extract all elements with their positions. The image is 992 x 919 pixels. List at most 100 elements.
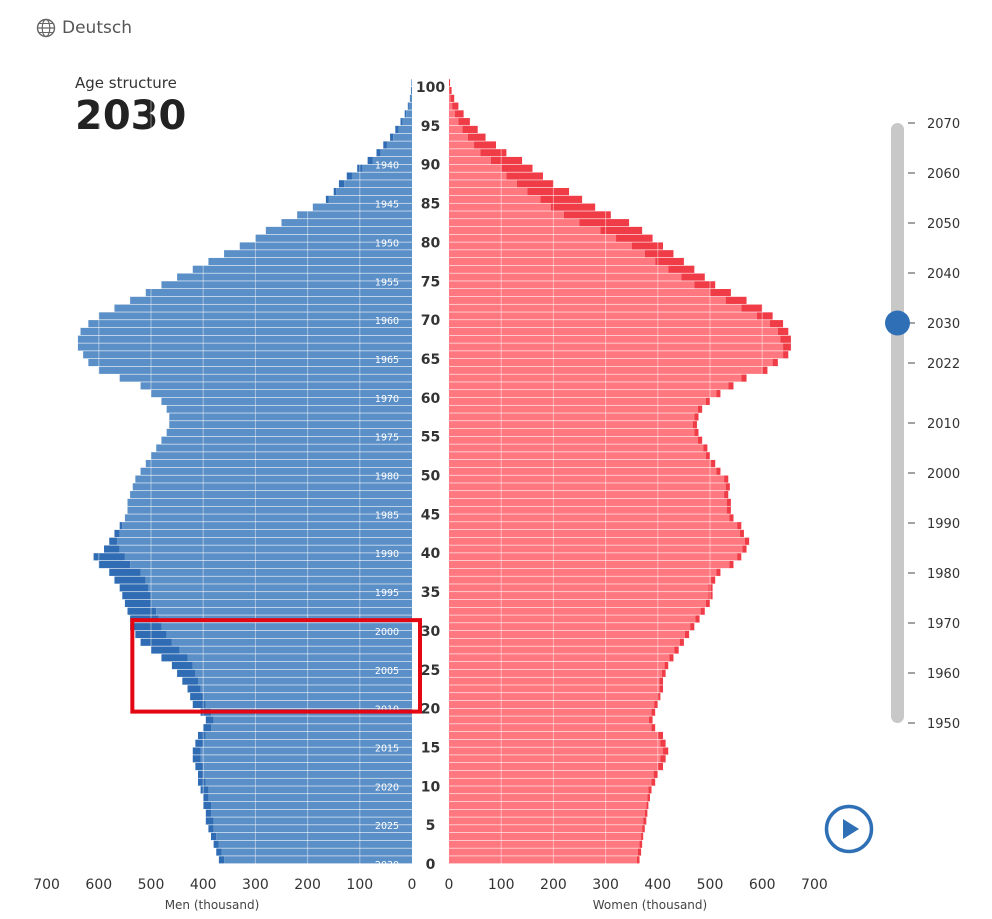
men-surplus-bar [200,786,209,794]
men-bar [411,87,412,95]
slider-tick-label[interactable]: 1990 [927,517,960,532]
slider-tick-label[interactable]: 2010 [927,417,960,432]
play-button[interactable] [824,804,874,854]
women-surplus-bar [506,172,543,180]
women-surplus-bar [780,335,791,343]
men-surplus-bar [208,825,214,833]
women-surplus-bar [716,568,721,576]
women-bar [449,242,632,250]
women-surplus-bar [646,801,649,810]
women-surplus-bar [651,708,656,716]
men-surplus-bar [203,724,212,732]
men-axis-tick: 300 [242,877,269,893]
women-bar [449,475,725,483]
women-bar [449,560,730,569]
women-bar [449,848,638,856]
women-bar [449,327,778,336]
men-bar [135,475,412,483]
slider-tick-label[interactable]: 1960 [927,667,960,682]
men-bar [213,817,412,825]
men-surplus-bar [195,762,204,771]
slider-tick-label[interactable]: 1970 [927,617,960,632]
women-bar [449,281,695,289]
women-bar [449,708,652,716]
men-bar [145,289,412,297]
language-switch[interactable]: Deutsch [36,18,132,38]
women-surplus-bar [660,739,666,747]
men-surplus-bar [357,164,363,172]
women-surplus-bar [474,141,496,149]
men-surplus-bar [216,848,222,856]
men-surplus-bar [333,188,337,196]
women-surplus-bar [637,848,642,856]
women-surplus-bar [660,755,666,763]
year-slider-handle[interactable] [885,310,910,336]
women-bar [449,366,763,374]
women-bar [449,832,642,841]
birth-year-label: 2005 [375,666,399,677]
women-bar [449,537,745,545]
women-surplus-bar [669,654,674,662]
slider-tick-label[interactable]: 2022 [927,357,960,372]
men-bar [221,848,412,856]
age-tick-label: 80 [421,235,441,251]
men-bar [151,390,412,398]
men-surplus-bar [109,537,118,545]
slider-tick-label[interactable]: 2050 [927,217,960,232]
women-bar [449,180,517,188]
men-bar [151,452,412,460]
women-surplus-bar [644,250,674,258]
men-axis-tick: 0 [408,877,417,893]
slider-tick-label[interactable]: 2060 [927,167,960,182]
slider-tick-label[interactable]: 2000 [927,467,960,482]
women-surplus-bar [550,203,596,211]
slider-tick-label[interactable]: 2070 [927,117,960,132]
women-bar [449,351,784,359]
women-axis-tick: 100 [488,877,515,893]
men-surplus-bar [151,646,180,654]
men-bar [205,731,412,740]
highlight-box [130,618,422,714]
women-surplus-bar [527,188,570,196]
men-bar [77,335,413,343]
age-tick-label: 95 [421,119,440,135]
women-bar [449,188,528,196]
birth-year-label: 1950 [375,238,399,249]
slider-tick-label[interactable]: 2040 [927,267,960,282]
men-bar [119,529,413,538]
men-surplus-bar [404,110,407,118]
women-bar [449,467,717,475]
women-axis-tick: 400 [644,877,671,893]
men-bar [208,786,412,794]
women-bar [449,646,675,654]
slider-tick-label[interactable]: 2030 [927,317,960,332]
men-bar [402,118,412,126]
women-surplus-bar [724,491,729,499]
women-surplus-bar [762,366,768,374]
men-bar [255,234,412,242]
slider-tick-label[interactable]: 1950 [927,717,960,732]
women-surplus-bar [616,234,653,242]
women-axis-tick: 200 [540,877,567,893]
men-axis-tick: 700 [33,877,60,893]
women-bar [449,320,771,328]
slider-tick-label[interactable]: 1980 [927,567,960,582]
women-surplus-bar [705,397,710,405]
age-tick-label: 35 [421,585,440,601]
women-bar [449,654,670,662]
women-surplus-bar [458,118,470,126]
women-axis-label: Women (thousand) [593,898,707,912]
women-surplus-bar [579,219,630,227]
women-bar [449,133,468,141]
women-bar [449,343,784,351]
men-bar [213,716,412,724]
year-slider-track[interactable] [891,123,904,723]
women-surplus-bar [449,87,452,95]
men-surplus-bar [197,731,206,740]
women-surplus-bar [741,304,763,312]
men-bar [169,413,412,421]
women-surplus-bar [656,693,661,701]
men-surplus-bar [205,809,212,817]
women-bar [449,483,726,491]
men-surplus-bar [410,87,412,95]
